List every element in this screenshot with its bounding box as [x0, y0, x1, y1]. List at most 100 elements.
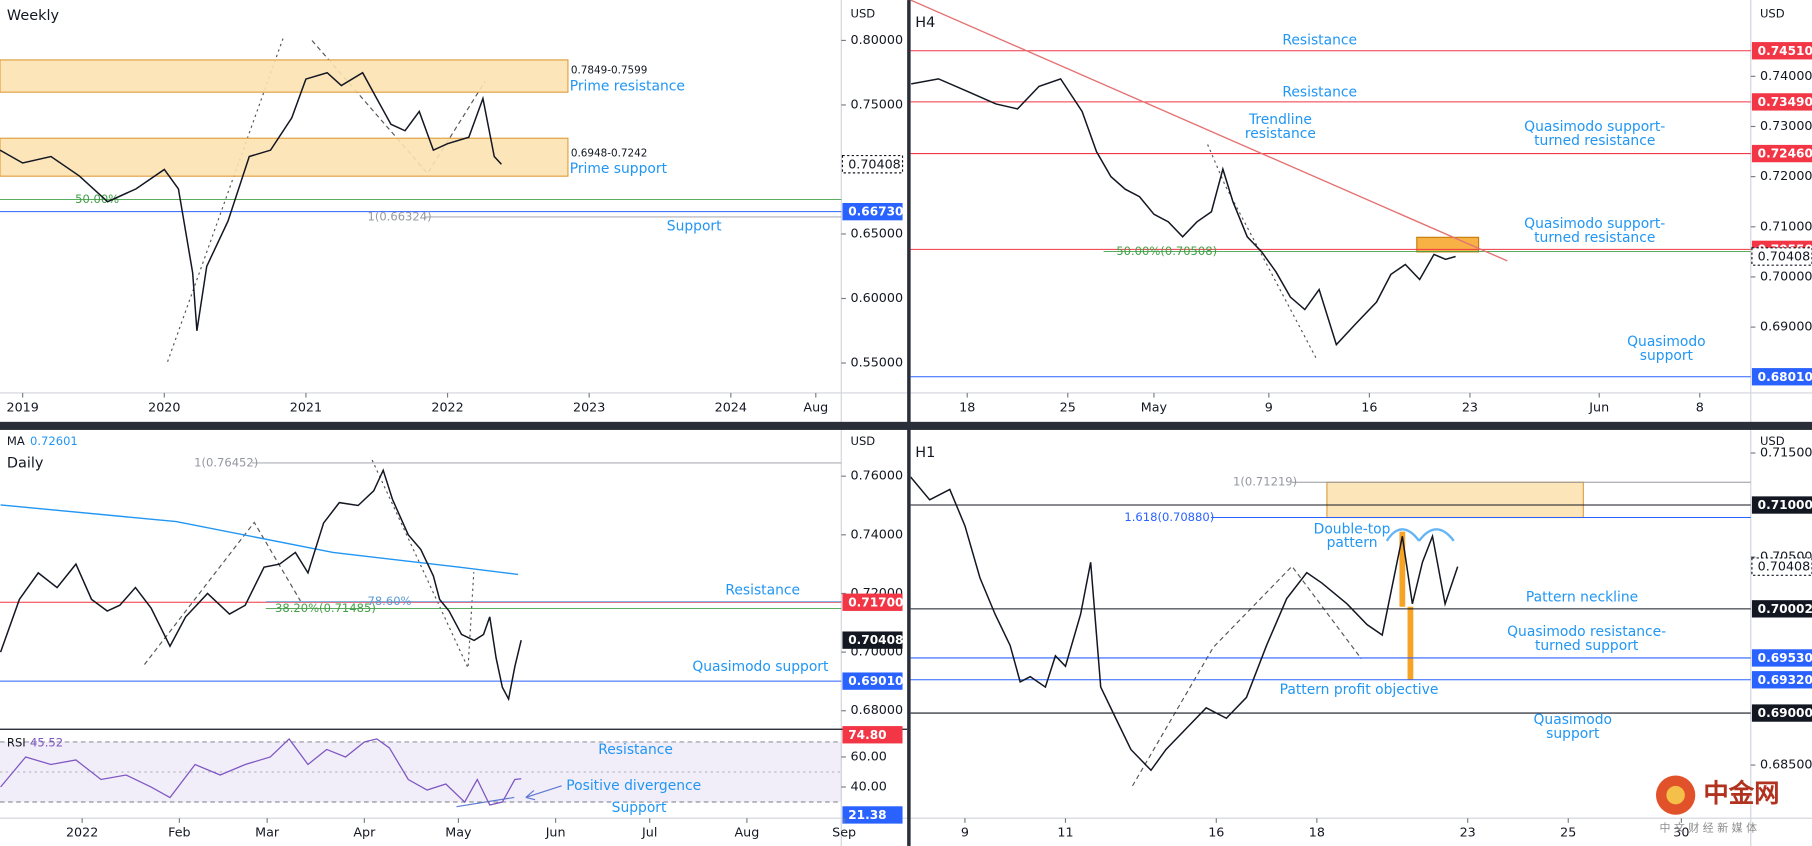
annotation: Resistance	[725, 583, 800, 599]
price-tag	[1751, 649, 1812, 667]
ma-value: 0.72601	[30, 434, 78, 448]
x-tick-label: 2020	[148, 399, 180, 414]
y-tick-label: 0.65000	[851, 225, 904, 240]
x-tick-label: 2021	[290, 399, 322, 414]
fib-label: 1(0.71219)	[1233, 475, 1297, 489]
y-tick-label: 0.71000	[1760, 218, 1812, 233]
annotation: resistance	[1245, 126, 1316, 142]
zone-range-label: 0.6948-0.7242	[571, 148, 647, 160]
price-tag-label: 0.69000	[1758, 706, 1812, 720]
x-tick-label: Mar	[255, 825, 280, 840]
x-tick-label: May	[1141, 399, 1168, 414]
fib-label: 50.00%	[75, 192, 119, 206]
price-tag-label: 0.69530	[1758, 651, 1812, 665]
y-tick-label: 0.75000	[851, 96, 904, 111]
rsi-band	[0, 741, 842, 803]
fib-label: 1(0.76452)	[194, 455, 258, 469]
zone-range-label: 0.7849-0.7599	[571, 65, 647, 77]
price-zone	[0, 59, 569, 93]
x-tick-label: 25	[1060, 399, 1076, 414]
price-tag-label: 0.71700	[848, 595, 903, 609]
price-tag	[1751, 557, 1812, 576]
annotation: Double-top	[1314, 521, 1391, 537]
pattern-height	[1399, 531, 1406, 607]
fib-label: 78.60%	[367, 594, 411, 608]
price-tag	[1751, 671, 1812, 689]
price-tag-label: 74.80	[848, 728, 886, 742]
price-tag	[842, 806, 903, 824]
y-tick-label: 0.80000	[851, 32, 904, 47]
y-tick-label: 0.73000	[1760, 118, 1812, 133]
x-tick-label: Aug	[803, 399, 828, 414]
price-tag-label: 0.70408	[848, 156, 901, 171]
fib-label: 1.618(0.70880)	[1124, 510, 1214, 524]
price-tag	[1751, 42, 1812, 60]
price-tag	[842, 726, 903, 744]
price-tag	[1751, 144, 1812, 163]
x-tick-label: Aug	[734, 825, 759, 840]
annotation: Support	[667, 219, 722, 235]
pattern-projection	[1407, 606, 1414, 680]
rsi-name: RSI	[7, 736, 26, 750]
swing-line	[143, 521, 301, 665]
price-tag	[1751, 704, 1812, 722]
price-tag	[1751, 368, 1812, 386]
axis-unit: USD	[851, 434, 876, 448]
zone-label: Prime resistance	[570, 79, 685, 95]
annotation: turned support	[1535, 638, 1639, 654]
chart-title: Weekly	[7, 8, 60, 24]
price-tag-label: 0.69010	[848, 674, 903, 688]
price-tag-label: 0.72460	[1758, 147, 1812, 161]
x-tick-label: Jun	[1588, 399, 1609, 414]
fib-label: 50.00%(0.70508)	[1116, 244, 1217, 258]
price-tag-label: 21.38	[848, 808, 886, 822]
price-zone	[1326, 481, 1584, 519]
price-tag	[1751, 496, 1812, 514]
y-tick-label: 0.74000	[1760, 68, 1812, 83]
divergence-arrow	[525, 785, 562, 801]
price-tag-label: 0.70408	[848, 633, 903, 647]
y-tick-label: 0.74000	[851, 526, 904, 541]
x-tick-label: 9	[961, 825, 969, 840]
price-tag	[842, 593, 903, 611]
annotation: Resistance	[598, 742, 673, 758]
price-tag	[842, 672, 903, 690]
x-tick-label: Jul	[641, 825, 657, 840]
y-tick-label: 0.60000	[851, 290, 904, 305]
fib-label: 1(0.66324)	[367, 209, 431, 223]
watermark-name: 中金网	[1703, 778, 1779, 808]
price-tag-label: 0.68010	[1758, 370, 1812, 384]
separator	[0, 421, 1812, 430]
price-tag-label: 0.74510	[1758, 44, 1812, 58]
pattern-arc	[1418, 528, 1455, 542]
axis-unit: USD	[851, 6, 876, 20]
y-tick-label: 0.69000	[1760, 319, 1812, 334]
y-tick-label: 0.72000	[1760, 168, 1812, 183]
annotation: Quasimodo	[1627, 334, 1706, 350]
x-tick-label: 2022	[66, 825, 98, 840]
x-tick-label: Sep	[832, 825, 856, 840]
pattern-arc	[1385, 528, 1421, 542]
annotation: turned resistance	[1534, 230, 1655, 246]
x-tick-label: 11	[1057, 825, 1073, 840]
zone-label: Prime support	[570, 161, 668, 177]
annotation: Resistance	[1282, 32, 1357, 48]
fib-label: 38.20%(0.71485)	[275, 601, 376, 615]
x-tick-label: 25	[1560, 825, 1576, 840]
annotation: Quasimodo support-	[1524, 119, 1665, 135]
price-tag	[841, 154, 904, 174]
annotation: support	[1546, 726, 1600, 742]
y-tick-label: 0.68500	[1760, 757, 1812, 772]
price-tag	[1751, 247, 1812, 266]
chart-title: H1	[915, 445, 935, 461]
price-line	[911, 77, 1456, 347]
annotation: support	[1640, 348, 1694, 364]
x-tick-label: 2023	[573, 399, 605, 414]
annotation: Quasimodo support	[692, 659, 829, 675]
price-tag-label: 0.70002	[1758, 602, 1812, 616]
y-tick-label: 0.70000	[1760, 268, 1812, 283]
annotation: Pattern neckline	[1526, 589, 1638, 605]
x-tick-label: Apr	[353, 825, 376, 840]
